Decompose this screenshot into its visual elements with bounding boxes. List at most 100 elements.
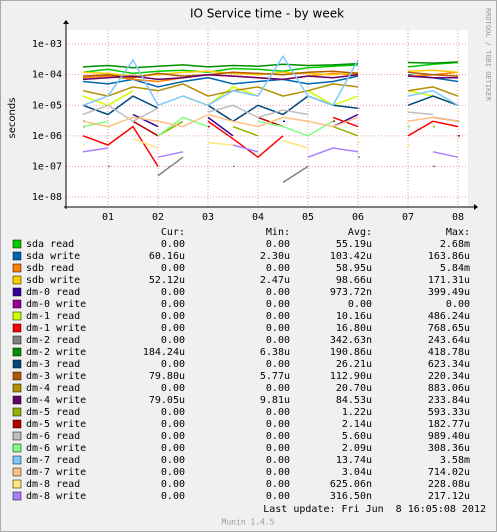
axis-arrow xyxy=(474,204,478,210)
legend-stat: 0.00 xyxy=(161,263,185,274)
legend-label: sda read xyxy=(26,239,74,250)
legend-stat: 0.00 xyxy=(266,407,290,418)
legend-stat: 0.00 xyxy=(161,467,185,478)
legend-stat: 98.66u xyxy=(336,275,372,286)
legend-stat: 228.08u xyxy=(428,479,470,490)
legend-stat: 0.00 xyxy=(161,479,185,490)
series-line xyxy=(207,141,234,146)
legend-stat: 5.60u xyxy=(342,431,372,442)
y-tick-label: 1e-04 xyxy=(32,70,62,81)
legend-stat: 593.33u xyxy=(428,407,470,418)
y-tick-label: 1e-05 xyxy=(32,100,62,111)
legend-header: Avg: xyxy=(348,227,372,238)
legend-swatch xyxy=(12,239,22,249)
series-line xyxy=(82,64,359,75)
legend-stat: 190.86u xyxy=(330,347,372,358)
legend-stat: 55.19u xyxy=(336,239,372,250)
legend-swatch xyxy=(12,359,22,369)
legend-stat: 0.00 xyxy=(266,383,290,394)
series-line xyxy=(82,75,359,88)
x-tick-label: 08 xyxy=(452,212,464,223)
series-line xyxy=(282,139,309,149)
legend-stat: 0.00 xyxy=(266,287,290,298)
legend-label: dm-2 read xyxy=(26,335,80,346)
series-line xyxy=(257,120,334,137)
legend-stat: 0.00 xyxy=(266,467,290,478)
series-line xyxy=(232,125,259,137)
series-line xyxy=(157,151,184,158)
legend-stat: 16.80u xyxy=(336,323,372,334)
legend-swatch xyxy=(12,347,22,357)
legend-label: dm-8 read xyxy=(26,479,80,490)
legend-label: dm-3 read xyxy=(26,359,80,370)
legend-stat: 0.00 xyxy=(266,491,290,502)
last-update: Last update: Fri Jun 8 16:05:08 2012 xyxy=(263,504,486,515)
legend-swatch xyxy=(12,443,22,453)
legend-swatch xyxy=(12,275,22,285)
x-tick-label: 04 xyxy=(252,212,264,223)
legend-stat: 308.36u xyxy=(428,443,470,454)
legend-label: dm-6 write xyxy=(26,443,86,454)
legend-stat: 0.00 xyxy=(161,239,185,250)
legend-swatch xyxy=(12,287,22,297)
legend-stat: 3.04u xyxy=(342,467,372,478)
series-line xyxy=(332,125,359,137)
legend-stat: 0.00 xyxy=(161,311,185,322)
legend-stat: 0.00 xyxy=(161,323,185,334)
legend-swatch xyxy=(12,311,22,321)
legend-swatch xyxy=(12,491,22,501)
x-tick-label: 01 xyxy=(102,212,114,223)
legend-stat: 768.65u xyxy=(428,323,470,334)
legend-header: Cur: xyxy=(161,227,185,238)
series-line xyxy=(157,116,209,137)
legend-swatch xyxy=(12,407,22,417)
x-tick-label: 03 xyxy=(202,212,214,223)
legend-stat: 60.16u xyxy=(149,251,185,262)
legend-stat: 0.00 xyxy=(266,359,290,370)
legend-stat: 0.00 xyxy=(161,299,185,310)
legend-label: dm-5 read xyxy=(26,407,80,418)
legend-stat: 486.24u xyxy=(428,311,470,322)
x-tick-label: 05 xyxy=(302,212,314,223)
legend-stat: 2.14u xyxy=(342,419,372,430)
legend-label: sdb read xyxy=(26,263,74,274)
legend-stat: 2.68m xyxy=(440,239,470,250)
legend-stat: 79.80u xyxy=(149,371,185,382)
legend-stat: 163.86u xyxy=(428,251,470,262)
legend-stat: 5.84m xyxy=(440,263,470,274)
legend-stat: 2.09u xyxy=(342,443,372,454)
legend-swatch xyxy=(12,371,22,381)
y-axis-label: seconds xyxy=(7,98,18,139)
series-line xyxy=(232,144,259,153)
series-line xyxy=(82,147,109,153)
series-line xyxy=(307,147,359,158)
axis-arrow xyxy=(63,20,69,24)
series-line xyxy=(207,116,234,137)
chart-title: IO Service time - by week xyxy=(190,7,344,21)
legend-swatch xyxy=(12,395,22,405)
series-line xyxy=(407,111,434,116)
legend-stat: 0.00 xyxy=(266,239,290,250)
legend-label: dm-5 write xyxy=(26,419,86,430)
series-line xyxy=(132,113,159,128)
legend-swatch xyxy=(12,455,22,465)
legend-stat: 217.12u xyxy=(428,491,470,502)
legend-stat: 0.00 xyxy=(348,299,372,310)
side-text: RRDTOOL / TOBI OETIKER xyxy=(484,8,492,102)
legend-stat: 0.00 xyxy=(446,299,470,310)
legend-stat: 623.34u xyxy=(428,359,470,370)
legend-stat: 233.84u xyxy=(428,395,470,406)
legend-swatch xyxy=(12,383,22,393)
legend-label: dm-1 write xyxy=(26,323,86,334)
series-line xyxy=(132,138,159,149)
legend-stat: 0.00 xyxy=(266,455,290,466)
series-line xyxy=(82,70,359,79)
legend-stat: 0.00 xyxy=(266,323,290,334)
series-line xyxy=(407,116,459,123)
legend-stat: 0.00 xyxy=(161,455,185,466)
legend-stat: 0.00 xyxy=(161,359,185,370)
legend-stat: 220.34u xyxy=(428,371,470,382)
legend-header: Max: xyxy=(446,227,470,238)
legend-label: dm-2 write xyxy=(26,347,86,358)
